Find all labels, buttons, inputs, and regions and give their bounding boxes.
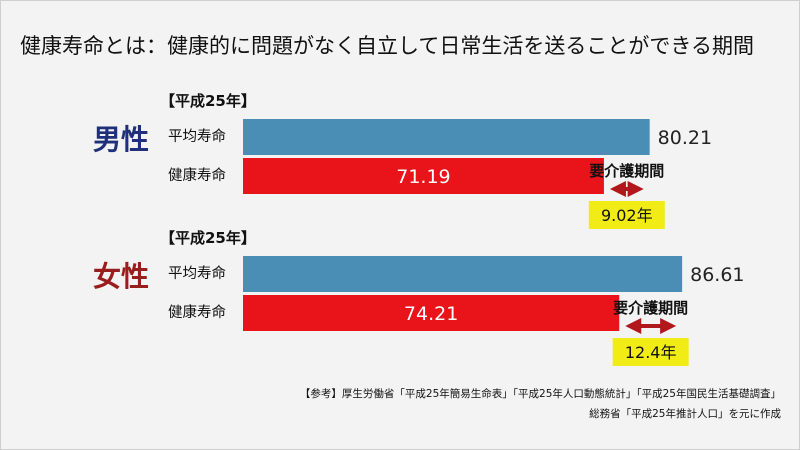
gender-label: 男性 xyxy=(93,123,149,156)
gap-arrow-head-right xyxy=(627,181,644,197)
row-label-healthy: 健康寿命 xyxy=(168,303,226,321)
gap-arrow-head-right xyxy=(660,318,677,334)
gap-callout-box xyxy=(588,201,665,229)
period-label: 【平成25年】 xyxy=(160,92,256,110)
gender-label: 女性 xyxy=(93,260,149,293)
gap-callout-text: 9.02年 xyxy=(601,206,653,225)
chart-title: 健康寿命とは：健康的に問題がなく自立して日常生活を送ることができる期間 xyxy=(20,34,754,58)
period-label: 【平成25年】 xyxy=(160,229,256,247)
source-note-line2: 総務省「平成25年推計人口」を元に作成 xyxy=(589,407,781,420)
row-label-average: 平均寿命 xyxy=(168,127,226,145)
gap-arrow-head-left xyxy=(609,181,626,197)
group-1: 【平成25年】女性 平均寿命 86.61 健康寿命 74.21 要介護期間 12.4年 xyxy=(93,229,745,366)
value-label-healthy: 74.21 xyxy=(404,303,458,325)
value-label-average: 86.61 xyxy=(690,264,744,286)
gap-callout-text: 12.4年 xyxy=(625,343,677,362)
value-label-healthy: 71.19 xyxy=(396,166,450,188)
source-note-line1: 【参考】厚生労働省「平成25年簡易生命表」「平成25年人口動態統計」「平成25年… xyxy=(300,387,781,400)
gap-label: 要介護期間 xyxy=(589,162,664,180)
bar-healthy xyxy=(243,158,604,194)
row-label-healthy: 健康寿命 xyxy=(168,166,226,184)
bar-healthy xyxy=(243,295,620,331)
row-label-average: 平均寿命 xyxy=(168,264,226,282)
value-label-average: 80.21 xyxy=(658,127,712,149)
bar-average xyxy=(243,119,650,155)
gap-callout-box xyxy=(612,338,689,366)
group-0: 【平成25年】男性 平均寿命 80.21 健康寿命 71.19 要介護期間 9.02年 xyxy=(93,92,712,229)
gap-arrow-head-left xyxy=(625,318,642,334)
bar-average xyxy=(243,256,683,292)
gap-label: 要介護期間 xyxy=(613,299,688,317)
